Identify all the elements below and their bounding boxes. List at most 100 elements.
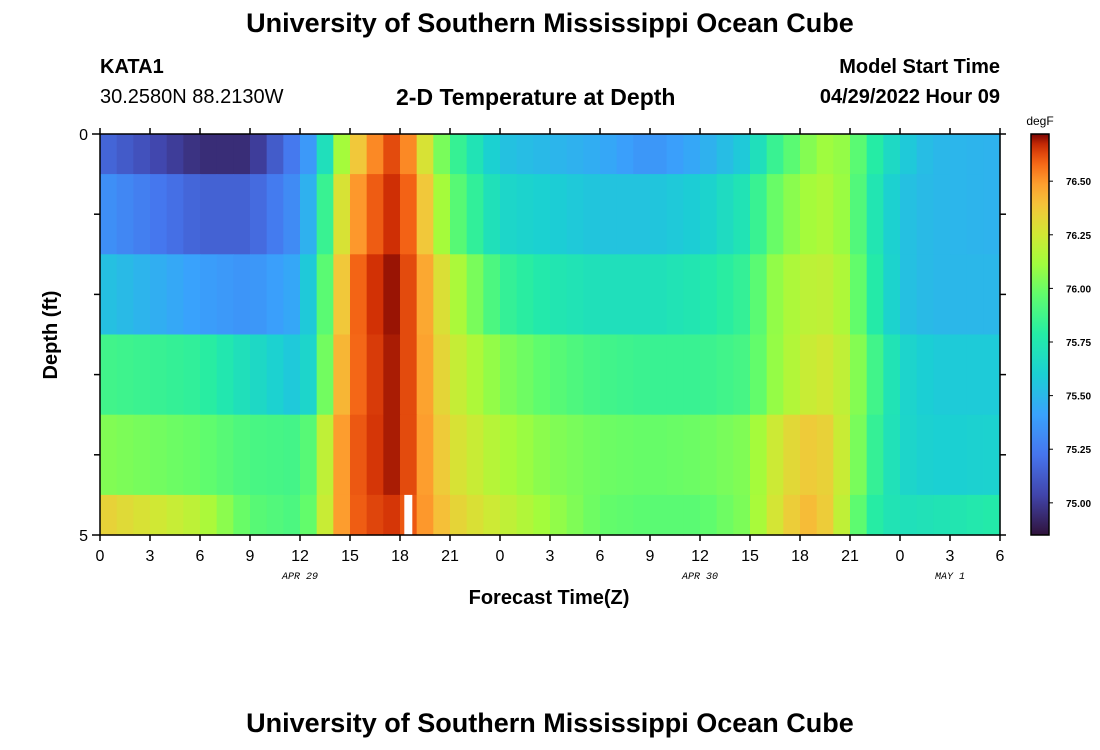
heatmap-cell (283, 414, 301, 496)
heatmap-cell (500, 174, 518, 255)
heatmap-cell (983, 334, 1001, 416)
colorbar: degF 75.00 75.25 75.50 75.75 76.00 76.25 76.50 (1026, 114, 1091, 536)
heatmap-cell (900, 414, 918, 496)
heatmap-cell (616, 334, 634, 416)
x-axis-tick-label: 0 (896, 548, 905, 565)
heatmap-cell (433, 174, 451, 255)
heatmap-cell (733, 414, 751, 496)
heatmap-cell (850, 414, 868, 496)
heatmap-cell (833, 334, 851, 416)
heatmap-cell (783, 494, 801, 536)
heatmap-cell (183, 174, 201, 255)
heatmap-cell (133, 334, 151, 416)
heatmap-cell (900, 134, 918, 175)
heatmap-cell (700, 254, 718, 336)
heatmap-cell (550, 254, 568, 336)
heatmap-cell (350, 134, 368, 175)
heatmap-cell (583, 334, 601, 416)
heatmap-cell (383, 174, 401, 255)
heatmap-cell (333, 494, 351, 536)
heatmap-cell (500, 334, 518, 416)
heatmap-cell (500, 134, 518, 175)
heatmap-cell (450, 334, 468, 416)
heatmap-cell (800, 174, 818, 255)
heatmap-cell (283, 494, 301, 536)
heatmap-cell (983, 174, 1001, 255)
heatmap-cell (583, 414, 601, 496)
heatmap-cell (816, 254, 834, 336)
heatmap-cell (366, 134, 384, 175)
heatmap-cell (133, 174, 151, 255)
station-id: KATA1 (100, 56, 164, 78)
heatmap-cell (150, 414, 168, 496)
heatmap-cell (566, 254, 584, 336)
heatmap-cell (300, 174, 318, 255)
heatmap-cell (616, 414, 634, 496)
heatmap-cell (550, 414, 568, 496)
heatmap-cell (583, 254, 601, 336)
heatmap-cell (133, 134, 151, 175)
heatmap-cell (966, 414, 984, 496)
heatmap-cell (866, 494, 884, 536)
heatmap-cell (566, 414, 584, 496)
heatmap-cell (333, 334, 351, 416)
heatmap-cell (383, 134, 401, 175)
x-axis-tick-label: 21 (841, 548, 859, 565)
heatmap-cell (750, 254, 768, 336)
heatmap-cell (200, 334, 218, 416)
heatmap-cell (300, 414, 318, 496)
heatmap-cell (183, 494, 201, 536)
heatmap-cell (433, 254, 451, 336)
heatmap-cell (250, 334, 268, 416)
heatmap-cell (266, 414, 284, 496)
heatmap-cell (600, 494, 618, 536)
heatmap-cell (133, 414, 151, 496)
heatmap-cell (966, 334, 984, 416)
heatmap-cell (316, 494, 334, 536)
heatmap-cell (866, 254, 884, 336)
heatmap-cell (116, 414, 134, 496)
heatmap-cell (200, 134, 218, 175)
heatmap-cell (950, 174, 968, 255)
heatmap-cell (866, 134, 884, 175)
heatmap-cell (383, 334, 401, 416)
heatmap-cell (100, 254, 118, 336)
heatmap-cell (233, 334, 251, 416)
heatmap-cell (166, 414, 184, 496)
heatmap-cell (483, 414, 501, 496)
heatmap-cell (300, 254, 318, 336)
heatmap-cell (466, 494, 484, 536)
heatmap-cell (666, 174, 684, 255)
heatmap-cell (466, 134, 484, 175)
heatmap-cell (216, 494, 234, 536)
heatmap-cell (650, 254, 668, 336)
heatmap-cell (600, 414, 618, 496)
heatmap-cell (216, 134, 234, 175)
station-coordinates: 30.2580N 88.2130W (100, 86, 284, 108)
heatmap-cell (816, 334, 834, 416)
heatmap-cell (566, 334, 584, 416)
heatmap-cell (333, 174, 351, 255)
heatmap-cell (400, 174, 418, 255)
heatmap-cell (550, 494, 568, 536)
colorbar-tick-label: 76.00 (1066, 284, 1091, 295)
heatmap-cell (933, 134, 951, 175)
heatmap-cell (150, 174, 168, 255)
heatmap-cell (433, 414, 451, 496)
heatmap-cell (183, 254, 201, 336)
heatmap-cell (483, 134, 501, 175)
heatmap-cell (766, 334, 784, 416)
x-axis-label: Forecast Time(Z) (469, 587, 630, 609)
heatmap-cell (800, 494, 818, 536)
heatmap-cell (516, 134, 534, 175)
heatmap-cell (716, 334, 734, 416)
heatmap-cell (566, 494, 584, 536)
heatmap-cell (200, 254, 218, 336)
x-axis-tick-label: 3 (146, 548, 155, 565)
heatmap-cell (933, 494, 951, 536)
heatmap-cell (516, 254, 534, 336)
x-axis-date-label: APR 29 (281, 572, 318, 583)
heatmap-cell (500, 414, 518, 496)
heatmap-cell (950, 414, 968, 496)
heatmap-cell (883, 414, 901, 496)
